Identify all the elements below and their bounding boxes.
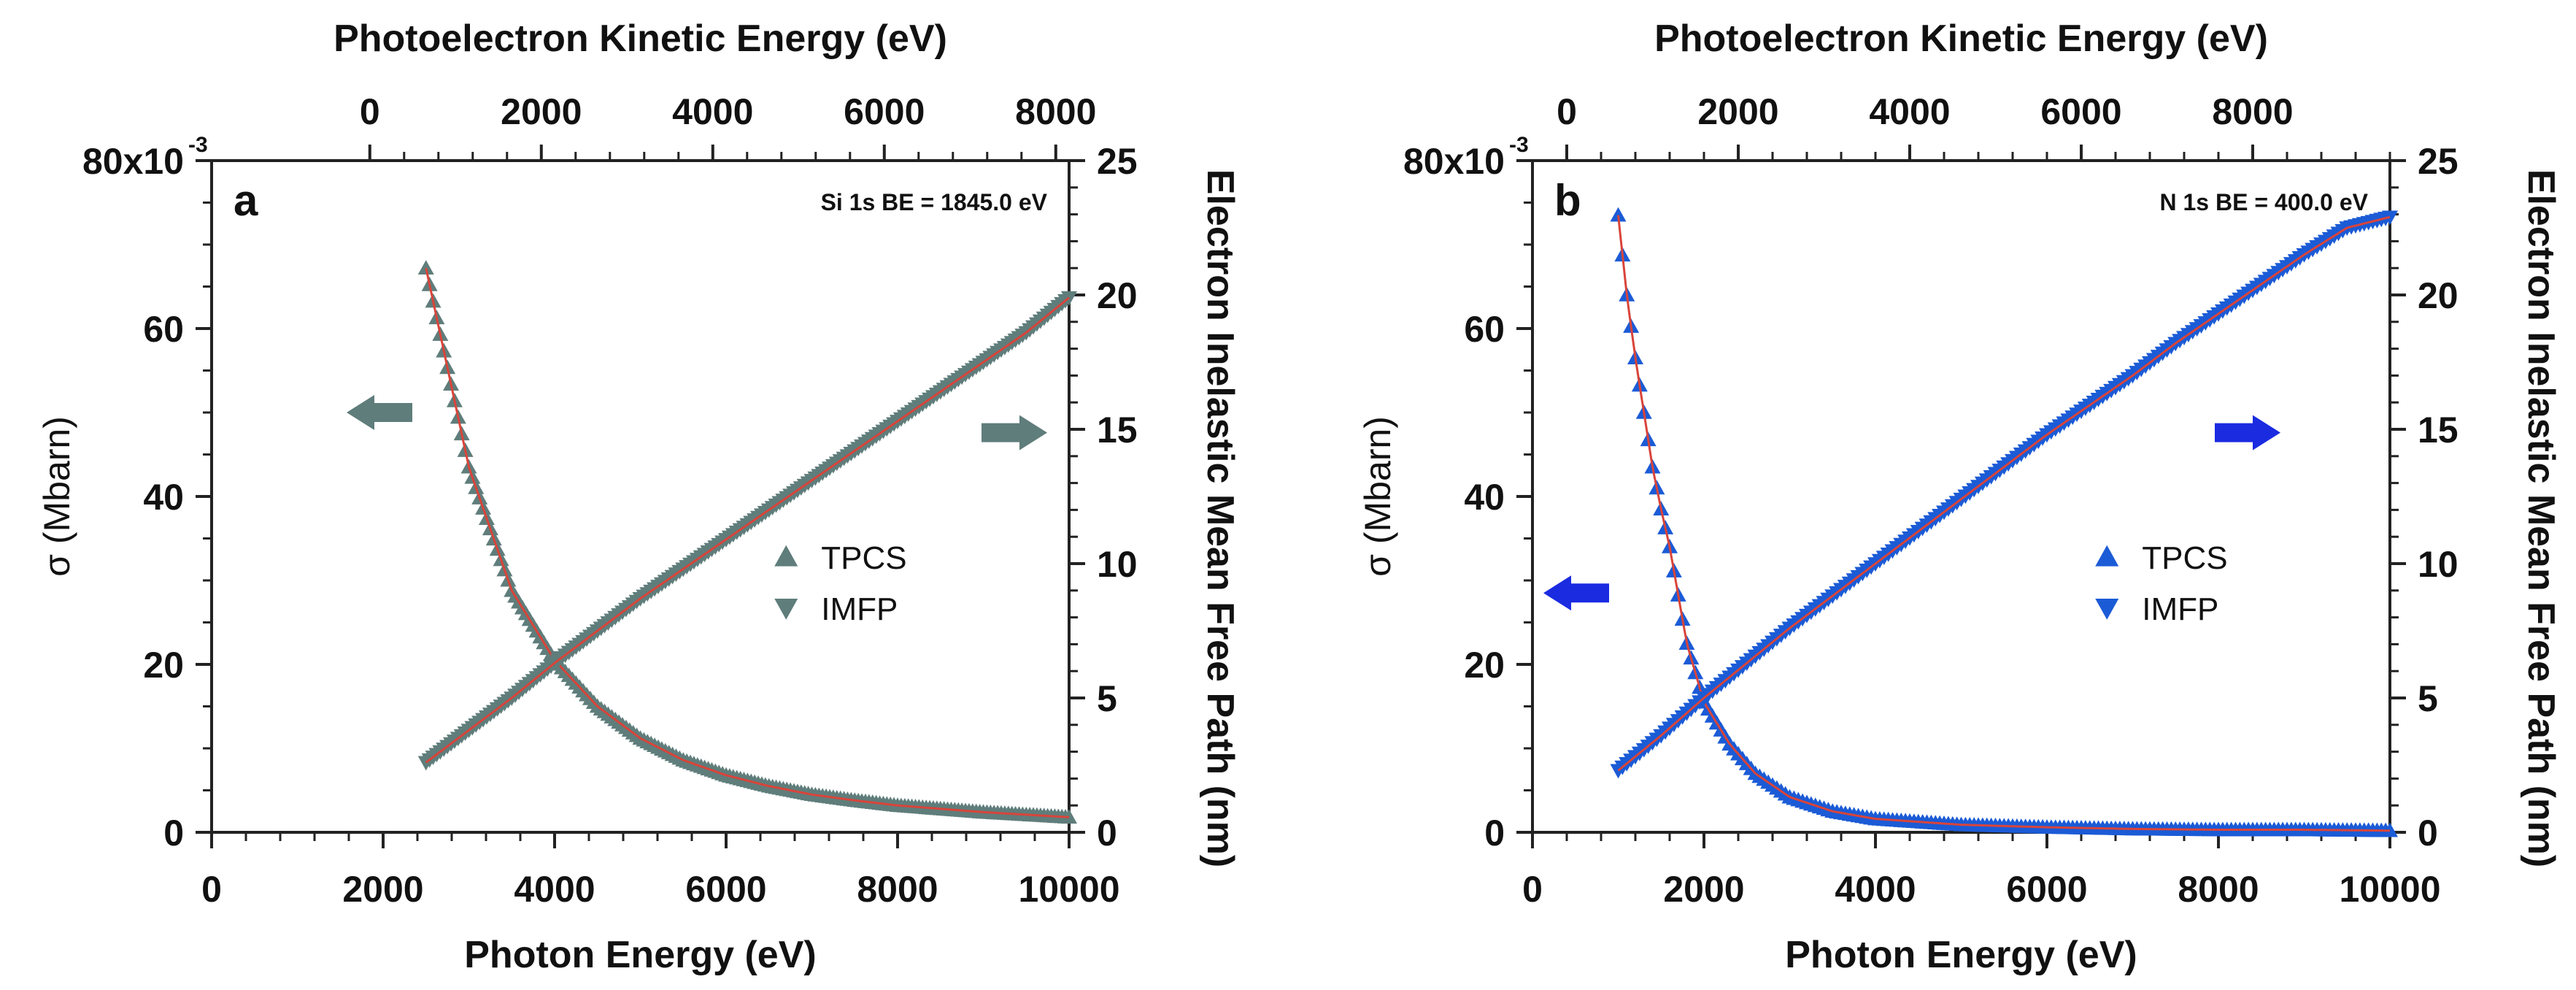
x-tick-label: 10000 <box>1018 869 1119 910</box>
y2-axis-title: Electron Inelastic Mean Free Path (nm) <box>2520 169 2562 867</box>
legend-marker-imfp <box>2095 599 2119 620</box>
right-axis-arrow-icon <box>982 415 1047 450</box>
y2-tick-label: 5 <box>1097 678 1117 719</box>
imfp-fit-line <box>425 296 1070 764</box>
top-tick-label: 6000 <box>844 91 925 132</box>
y2-tick-label: 0 <box>2418 813 2438 853</box>
x-tick-label: 6000 <box>685 869 766 910</box>
binding-energy-annotation: N 1s BE = 400.0 eV <box>2159 189 2368 215</box>
x-tick-label: 8000 <box>2178 869 2259 910</box>
top-tick-label: 4000 <box>1869 91 1950 132</box>
imfp-fit-line <box>1617 215 2391 772</box>
y2-tick-label: 0 <box>1097 813 1117 853</box>
y-tick-label: 20 <box>1464 645 1505 686</box>
top-axis-title: Photoelectron Kinetic Energy (eV) <box>333 18 947 60</box>
top-tick-label: 0 <box>1557 91 1577 132</box>
x-tick-label: 10000 <box>2339 869 2440 910</box>
right-axis-arrow-icon <box>2215 415 2280 450</box>
legend-label-tpcs: TPCS <box>2142 540 2227 576</box>
y-exponent: -3 <box>1509 133 1529 157</box>
y2-tick-label: 15 <box>2418 410 2459 450</box>
y2-tick-label: 5 <box>2418 678 2438 719</box>
legend-marker-imfp <box>774 599 798 620</box>
tpcs-fit-line <box>425 267 1070 818</box>
y-axis-title: σ (Mbarn) <box>1357 416 1398 577</box>
left-axis-arrow-icon <box>1543 575 1609 611</box>
y-tick-label: 0 <box>163 813 184 853</box>
y-tick-label: 80x10 <box>1403 141 1505 182</box>
legend-marker-tpcs <box>774 545 798 567</box>
top-tick-label: 2000 <box>501 91 582 132</box>
y2-axis-title: Electron Inelastic Mean Free Path (nm) <box>1199 169 1241 867</box>
y2-tick-label: 10 <box>1097 544 1138 585</box>
top-tick-label: 0 <box>360 91 380 132</box>
tpcs-fit-line <box>1617 215 2390 832</box>
left-axis-arrow-icon <box>347 395 412 430</box>
y-axis-title: σ (Mbarn) <box>36 416 77 577</box>
y-tick-label: 40 <box>143 477 184 518</box>
y-tick-label: 0 <box>1484 813 1505 853</box>
y2-tick-label: 25 <box>2418 141 2459 182</box>
x-tick-label: 8000 <box>857 869 938 910</box>
x-tick-label: 0 <box>201 869 222 910</box>
y2-tick-label: 20 <box>1097 275 1138 316</box>
y-tick-label: 20 <box>143 645 184 686</box>
binding-energy-annotation: Si 1s BE = 1845.0 eV <box>821 189 1048 215</box>
x-tick-label: 4000 <box>1835 869 1916 910</box>
x-tick-label: 2000 <box>342 869 423 910</box>
y2-tick-label: 20 <box>2418 275 2459 316</box>
x-tick-label: 4000 <box>514 869 595 910</box>
x-tick-label: 6000 <box>2006 869 2087 910</box>
y-tick-label: 60 <box>143 309 184 350</box>
x-axis-title: Photon Energy (eV) <box>1785 934 2137 976</box>
top-axis-title: Photoelectron Kinetic Energy (eV) <box>1654 18 2268 60</box>
y-tick-label: 80x10 <box>82 141 184 182</box>
panel-letter: b <box>1554 176 1581 225</box>
panel-letter: a <box>234 176 258 225</box>
top-tick-label: 6000 <box>2040 91 2121 132</box>
x-tick-label: 0 <box>1522 869 1543 910</box>
tpcs-marker <box>417 260 434 275</box>
y2-tick-label: 10 <box>2418 544 2459 585</box>
y2-tick-label: 15 <box>1097 410 1138 450</box>
x-axis-title: Photon Energy (eV) <box>464 934 816 976</box>
legend-marker-tpcs <box>2095 545 2119 567</box>
legend-label-tpcs: TPCS <box>821 540 906 576</box>
legend-label-imfp: IMFP <box>2142 591 2218 627</box>
top-tick-label: 4000 <box>672 91 753 132</box>
top-tick-label: 8000 <box>1015 91 1096 132</box>
x-tick-label: 2000 <box>1663 869 1744 910</box>
legend-label-imfp: IMFP <box>821 591 898 627</box>
top-tick-label: 2000 <box>1697 91 1778 132</box>
y-tick-label: 60 <box>1464 309 1505 350</box>
top-tick-label: 8000 <box>2212 91 2293 132</box>
y-exponent: -3 <box>188 133 208 157</box>
tpcs-marker <box>1610 207 1627 222</box>
y-tick-label: 40 <box>1464 477 1505 518</box>
y2-tick-label: 25 <box>1097 141 1138 182</box>
